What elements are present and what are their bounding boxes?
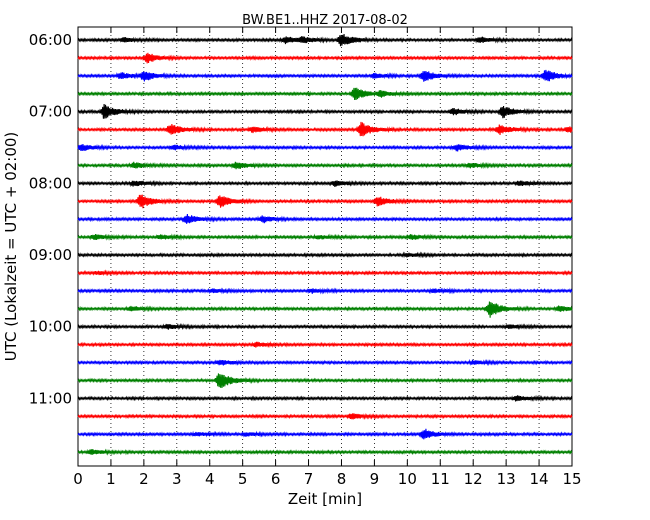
x-tick-label: 2 bbox=[139, 470, 149, 488]
trace-row-15 bbox=[77, 301, 573, 318]
x-tick-label: 10 bbox=[398, 470, 417, 488]
x-tick-label: 9 bbox=[370, 470, 380, 488]
trace-row-6 bbox=[77, 143, 573, 152]
x-tick-label: 3 bbox=[172, 470, 182, 488]
x-tick-label: 1 bbox=[106, 470, 116, 488]
trace-row-9 bbox=[77, 194, 573, 209]
trace-row-5 bbox=[77, 121, 573, 137]
trace-row-21 bbox=[77, 413, 573, 421]
trace-row-14 bbox=[77, 287, 573, 295]
trace-row-2 bbox=[77, 69, 573, 82]
x-tick-label: 6 bbox=[271, 470, 281, 488]
trace-row-19 bbox=[77, 373, 573, 388]
trace-row-1 bbox=[77, 52, 573, 64]
x-tick-label: 0 bbox=[73, 470, 83, 488]
x-tick-label: 14 bbox=[530, 470, 549, 488]
plot-area-frame bbox=[77, 26, 573, 467]
y-tick-label: 08:00 bbox=[29, 174, 72, 192]
trace-row-3 bbox=[77, 87, 573, 101]
trace-row-0 bbox=[77, 34, 573, 47]
x-tick-label: 12 bbox=[464, 470, 483, 488]
y-tick-label: 10:00 bbox=[29, 318, 72, 336]
y-axis-label: UTC (Lokalzeit = UTC + 02:00) bbox=[2, 132, 20, 362]
trace-row-7 bbox=[77, 161, 573, 170]
trace-row-17 bbox=[77, 341, 573, 349]
x-tick-label: 15 bbox=[562, 470, 581, 488]
chart-title: BW.BE1..HHZ 2017-08-02 bbox=[242, 13, 408, 28]
x-tick-label: 8 bbox=[337, 470, 347, 488]
trace-row-23 bbox=[77, 448, 573, 456]
trace-row-18 bbox=[77, 358, 573, 367]
y-tick-label: 07:00 bbox=[29, 103, 72, 121]
trace-row-13 bbox=[77, 269, 573, 277]
trace-lines bbox=[77, 34, 573, 456]
trace-row-12 bbox=[77, 251, 573, 259]
trace-row-20 bbox=[77, 394, 573, 402]
x-tick-label: 13 bbox=[497, 470, 516, 488]
trace-row-22 bbox=[77, 428, 573, 440]
y-tick-label: 06:00 bbox=[29, 31, 72, 49]
trace-row-4 bbox=[77, 103, 573, 119]
trace-row-11 bbox=[77, 233, 573, 241]
trace-row-16 bbox=[77, 323, 573, 331]
axis-ticks: 0 1 2 3 4 5 6 7 8 9 10 11 12 13 14 1506:0007:0008:0009:… bbox=[29, 27, 582, 488]
trace-row-10 bbox=[77, 213, 573, 224]
x-tick-label: 4 bbox=[205, 470, 215, 488]
y-tick-label: 09:00 bbox=[29, 246, 72, 264]
trace-row-8 bbox=[77, 179, 573, 188]
x-tick-label: 5 bbox=[238, 470, 248, 488]
x-axis-label: Zeit [min] bbox=[288, 490, 362, 508]
x-tick-label: 11 bbox=[431, 470, 450, 488]
x-tick-label: 7 bbox=[304, 470, 314, 488]
y-tick-label: 11:00 bbox=[29, 389, 72, 407]
